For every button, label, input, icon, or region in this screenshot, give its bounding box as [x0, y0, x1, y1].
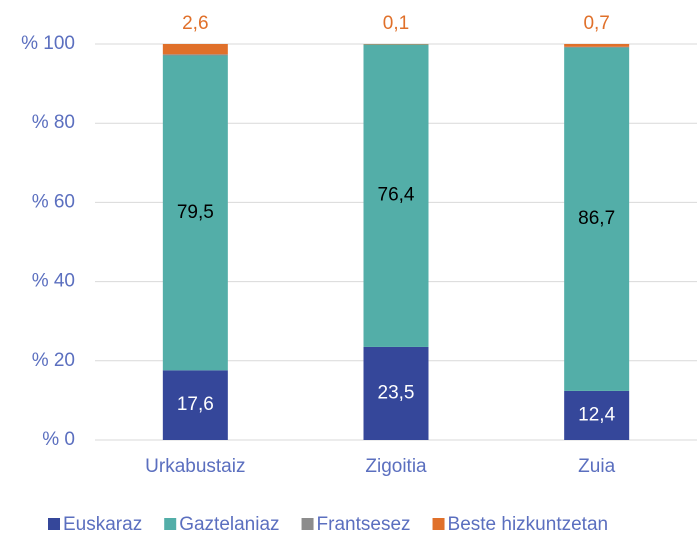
- legend-label: Gaztelaniaz: [179, 514, 279, 535]
- bar-segment: [162, 55, 228, 371]
- data-label: 2,6: [182, 13, 208, 34]
- y-tick-label: % 60: [32, 191, 75, 212]
- y-tick-label: % 0: [42, 429, 75, 450]
- legend-swatch: [164, 518, 177, 530]
- x-tick-label: Urkabustaiz: [145, 456, 245, 477]
- bar-segment: [363, 346, 429, 440]
- data-label: 0,1: [383, 13, 409, 34]
- bar-segment: [564, 47, 630, 391]
- y-tick-label: % 40: [32, 271, 75, 292]
- bar-segment: [162, 370, 228, 440]
- y-tick-label: % 80: [32, 112, 75, 133]
- legend-label: Beste hizkuntzetan: [448, 514, 609, 535]
- y-tick-label: % 20: [32, 350, 75, 371]
- data-label: 79,5: [177, 202, 214, 223]
- legend-swatch: [432, 518, 445, 530]
- bar-segment: [564, 44, 630, 47]
- bar-segment: [162, 44, 228, 55]
- data-label: 12,4: [578, 404, 615, 425]
- data-label: 17,6: [177, 394, 214, 415]
- legend-swatch: [301, 518, 314, 530]
- bar-segment: [564, 390, 630, 440]
- y-tick-label: % 100: [21, 33, 75, 54]
- data-label: 76,4: [378, 185, 415, 206]
- bar-segment: [564, 46, 630, 48]
- bar-segment: [162, 54, 228, 56]
- legend-label: Euskaraz: [63, 514, 142, 535]
- data-label: 0,7: [583, 13, 609, 34]
- legend-swatch: [48, 518, 60, 530]
- data-label: 23,5: [378, 382, 415, 403]
- bar-segment: [363, 44, 429, 347]
- x-tick-label: Zigoitia: [365, 456, 427, 477]
- x-tick-label: Zuia: [578, 456, 615, 477]
- data-label: 86,7: [578, 208, 615, 229]
- legend-label: Frantsesez: [317, 514, 411, 535]
